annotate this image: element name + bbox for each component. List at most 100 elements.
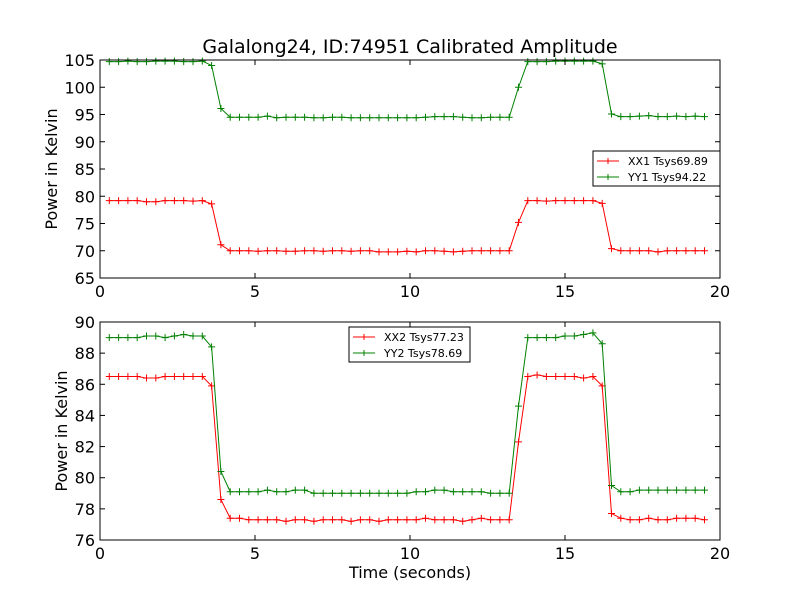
data-point xyxy=(161,334,169,342)
data-point xyxy=(282,517,290,525)
data-point xyxy=(236,113,243,121)
legend-marker xyxy=(361,334,367,340)
data-point xyxy=(226,514,234,522)
data-point xyxy=(384,248,392,256)
data-point xyxy=(347,489,355,497)
data-point xyxy=(319,247,327,255)
data-point xyxy=(673,514,681,522)
y-tick-label: 84 xyxy=(75,406,95,425)
data-point xyxy=(645,514,653,522)
data-point xyxy=(124,197,132,205)
data-point xyxy=(422,488,429,496)
data-point xyxy=(682,486,690,494)
legend-marker xyxy=(605,158,611,164)
data-point xyxy=(477,247,485,255)
data-point xyxy=(347,517,355,525)
data-point xyxy=(403,247,411,255)
data-point xyxy=(645,247,653,255)
data-point xyxy=(533,58,541,66)
data-point xyxy=(115,334,123,342)
data-point xyxy=(124,57,132,65)
data-point xyxy=(208,382,216,390)
data-point xyxy=(580,57,588,65)
data-point xyxy=(533,371,541,379)
data-point xyxy=(515,402,522,410)
data-point xyxy=(189,332,197,340)
legend-label: XX1 Tsys69.89 xyxy=(628,155,708,168)
data-point xyxy=(338,247,346,255)
data-point xyxy=(524,197,532,205)
data-point xyxy=(570,332,578,340)
data-point xyxy=(422,113,429,121)
data-point xyxy=(598,199,606,207)
data-point xyxy=(440,247,448,255)
data-point xyxy=(180,58,188,66)
legend-marker xyxy=(605,174,611,180)
data-point xyxy=(524,373,532,380)
data-point xyxy=(626,247,634,255)
data-point xyxy=(226,247,234,255)
data-point xyxy=(524,334,532,342)
data-point xyxy=(589,329,597,337)
y-tick-label: 88 xyxy=(75,344,95,363)
data-point xyxy=(691,112,699,120)
data-point xyxy=(152,198,160,206)
data-point xyxy=(552,334,560,342)
data-point xyxy=(226,113,234,121)
y-tick-label: 78 xyxy=(75,500,95,519)
data-point xyxy=(589,197,597,205)
data-point xyxy=(217,241,225,249)
x-tick-label: 0 xyxy=(95,544,105,563)
data-point xyxy=(366,114,374,122)
data-point xyxy=(217,467,225,475)
data-point xyxy=(115,197,123,205)
x-axis-label: Time (seconds) xyxy=(348,563,471,582)
legend-box xyxy=(592,150,721,187)
x-tick-label: 5 xyxy=(250,544,260,563)
data-point xyxy=(338,516,346,524)
data-point xyxy=(208,343,216,351)
data-point xyxy=(617,113,625,121)
data-point xyxy=(589,373,597,380)
data-point xyxy=(133,197,141,205)
x-tick-label: 5 xyxy=(250,282,260,301)
legend-label: YY1 Tsys94.22 xyxy=(627,171,706,184)
data-point xyxy=(170,332,178,340)
data-point xyxy=(449,488,457,496)
y-tick-label: 75 xyxy=(75,215,95,234)
data-point xyxy=(673,112,681,120)
data-point xyxy=(403,489,411,497)
legend-label: XX2 Tsys77.23 xyxy=(384,331,464,344)
data-point xyxy=(468,488,476,496)
data-point xyxy=(580,197,588,205)
y-tick-label: 95 xyxy=(75,106,95,125)
data-point xyxy=(682,113,690,121)
data-point xyxy=(533,197,541,205)
data-point xyxy=(701,486,708,494)
data-point xyxy=(319,489,327,497)
data-point xyxy=(208,200,216,208)
data-point xyxy=(459,247,467,255)
data-point xyxy=(375,248,383,256)
data-point xyxy=(105,58,113,66)
data-point xyxy=(542,197,550,205)
data-point xyxy=(291,113,299,121)
y-tick-label: 70 xyxy=(75,242,95,261)
data-point xyxy=(403,114,411,122)
data-point xyxy=(663,486,671,494)
data-point xyxy=(338,113,346,121)
x-tick-label: 10 xyxy=(400,282,420,301)
data-point xyxy=(245,516,253,524)
data-point xyxy=(496,247,504,255)
data-point xyxy=(291,516,299,524)
data-point xyxy=(245,247,253,255)
data-point xyxy=(459,517,467,525)
y-tick-label: 86 xyxy=(75,375,95,394)
data-point xyxy=(701,247,708,255)
data-point xyxy=(161,57,169,65)
data-point xyxy=(254,113,262,121)
data-point xyxy=(198,197,206,205)
data-point xyxy=(431,247,439,255)
data-point xyxy=(487,489,495,497)
data-point xyxy=(180,330,188,338)
